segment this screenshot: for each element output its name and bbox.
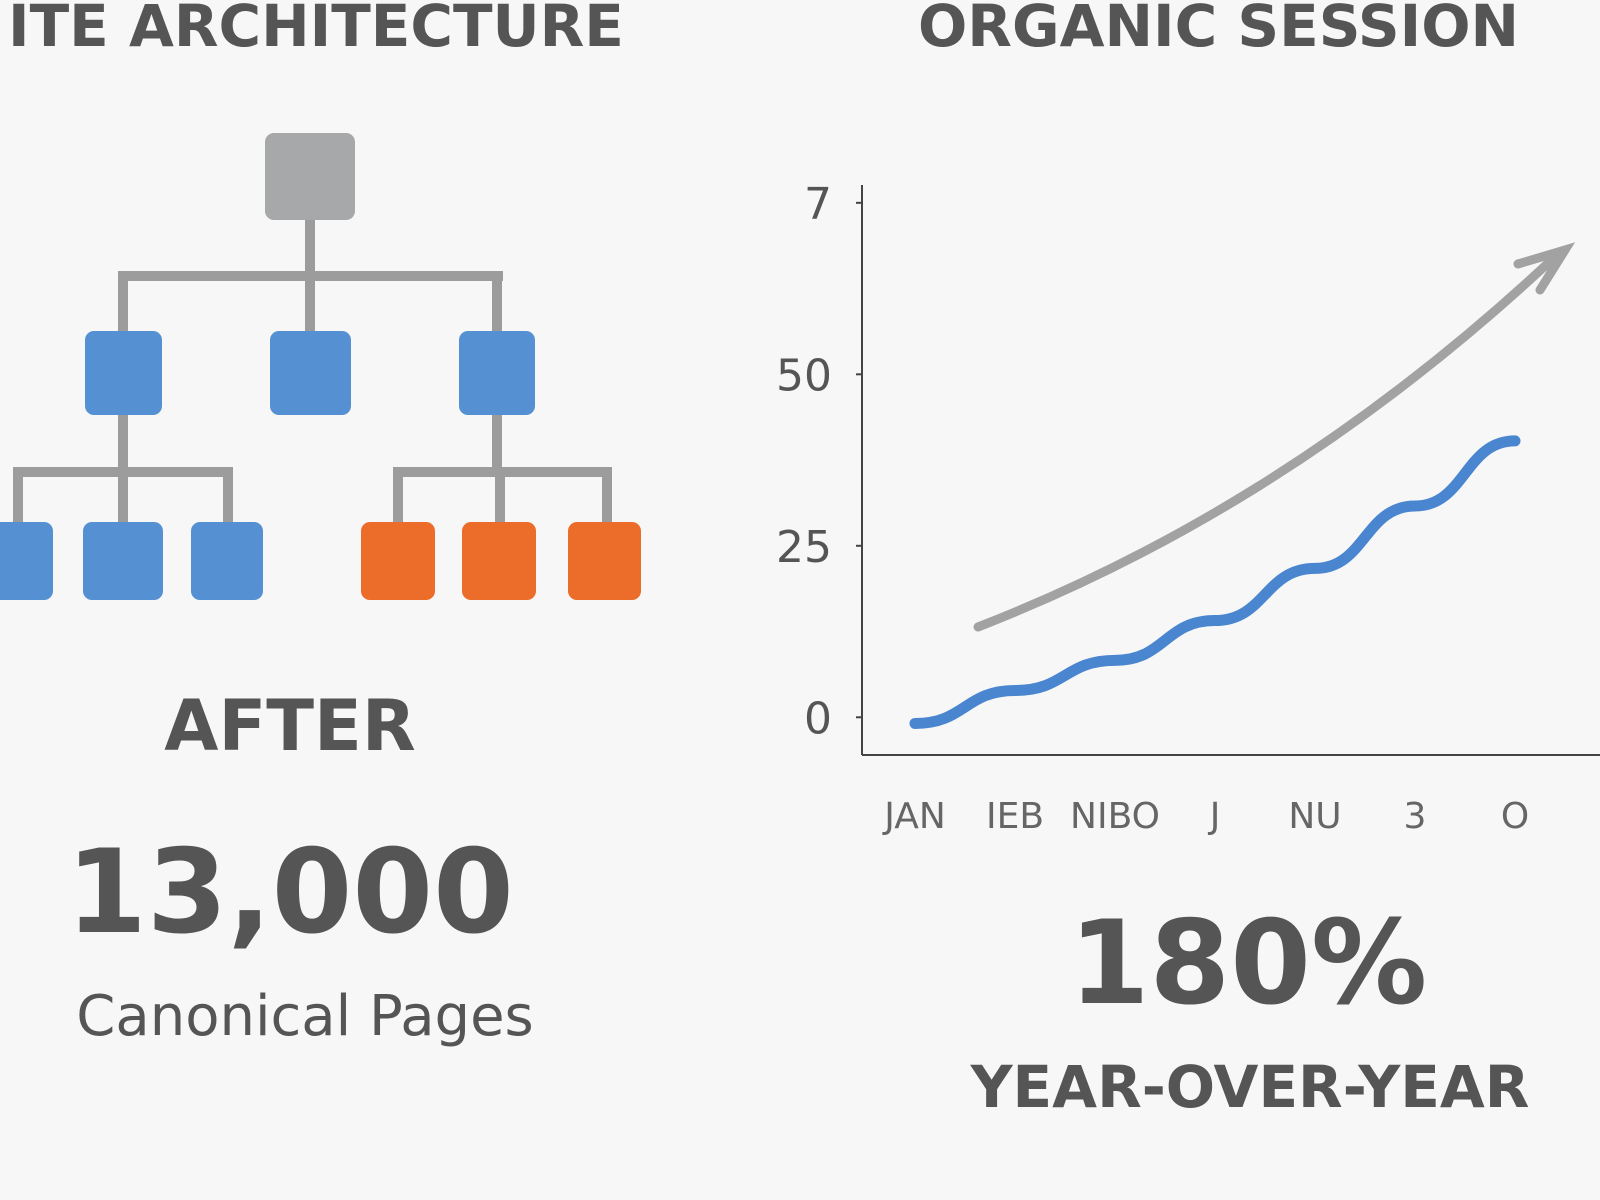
x-tick-label: IEB	[986, 796, 1044, 837]
y-tick-label: 50	[776, 350, 832, 401]
x-tick-label: J	[1208, 796, 1221, 837]
sessions-line	[909, 435, 1521, 729]
y-tick-label: 0	[804, 693, 832, 744]
chart-title: ORGANIC SESSION	[918, 0, 1519, 60]
trend-arrow-head	[1513, 242, 1576, 295]
growth-caption: YEAR-OVER-YEAR	[970, 1053, 1530, 1121]
x-tick-label: NU	[1288, 796, 1341, 837]
x-tick-label: NIBO	[1070, 796, 1160, 837]
growth-stat: 180%	[1069, 896, 1427, 1031]
after-label: AFTER	[164, 685, 415, 767]
page-count: 13,000	[66, 825, 514, 960]
page-caption: Canonical Pages	[76, 984, 533, 1049]
x-tick-label: 3	[1404, 796, 1427, 837]
y-tick-label: 7	[804, 179, 832, 230]
site-tree	[0, 133, 641, 600]
y-tick-label: 25	[776, 522, 832, 573]
x-tick-label: JAN	[882, 796, 946, 837]
trend-arrow	[973, 247, 1565, 632]
x-tick-label: O	[1501, 796, 1529, 837]
left-title: ITE ARCHITECTURE	[8, 0, 624, 60]
